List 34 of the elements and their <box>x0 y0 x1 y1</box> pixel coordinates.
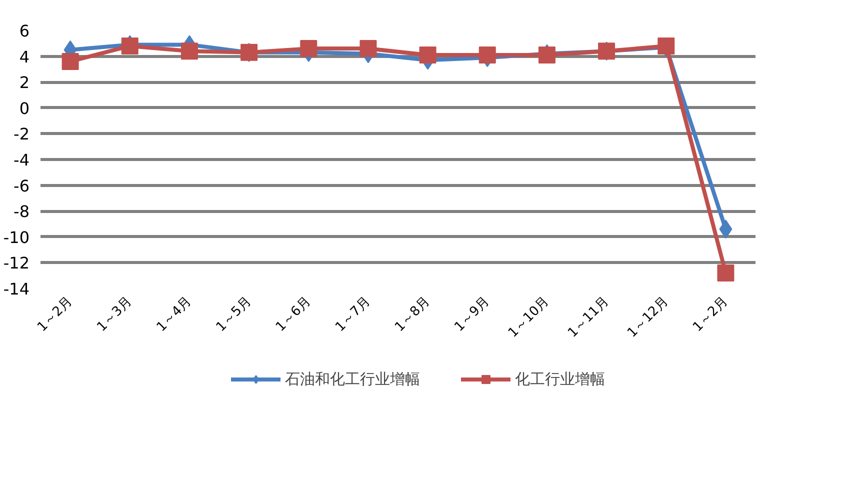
point <box>180 42 198 60</box>
x-tick-label: 1～7月 <box>332 294 374 335</box>
legend-label: 石油和化工行业增幅 <box>285 370 420 388</box>
y-tick-label: -10 <box>3 228 30 247</box>
y-tick-label: 0 <box>19 98 30 118</box>
y-tick-label: 6 <box>19 22 30 40</box>
x-tick-label: 1～6月 <box>273 294 314 335</box>
point <box>538 46 556 64</box>
y-tick-label: -2 <box>14 124 30 144</box>
x-tick-label: 1～12月 <box>624 294 672 341</box>
y-tick-label: -4 <box>14 150 30 170</box>
y-tick-label: -14 <box>3 280 30 298</box>
y-tick-label: -6 <box>14 176 30 196</box>
x-tick-label: 1～9月 <box>452 294 493 335</box>
x-tick-label: 1～10月 <box>506 294 552 341</box>
point <box>300 40 318 58</box>
x-tick-label: 1～2月 <box>690 294 732 335</box>
x-tick-label: 1～2月 <box>34 294 76 335</box>
y-tick-label: -12 <box>3 254 30 273</box>
point <box>478 46 496 64</box>
point <box>360 40 377 58</box>
x-tick-label: 1～5月 <box>214 294 254 335</box>
y-tick-label: 4 <box>19 47 30 66</box>
x-tick-label: 1～11月 <box>565 294 612 341</box>
point <box>717 264 734 282</box>
y-tick-label: 2 <box>19 73 30 92</box>
x-tick-label: 1～4月 <box>154 294 195 335</box>
x-tick-label: 1～3月 <box>94 294 136 335</box>
point <box>62 52 79 70</box>
point <box>419 46 436 64</box>
y-tick-label: -8 <box>14 202 30 222</box>
x-tick-label: 1～8月 <box>392 294 434 335</box>
legend-label: 化工行业增幅 <box>515 370 605 388</box>
point <box>658 37 675 54</box>
